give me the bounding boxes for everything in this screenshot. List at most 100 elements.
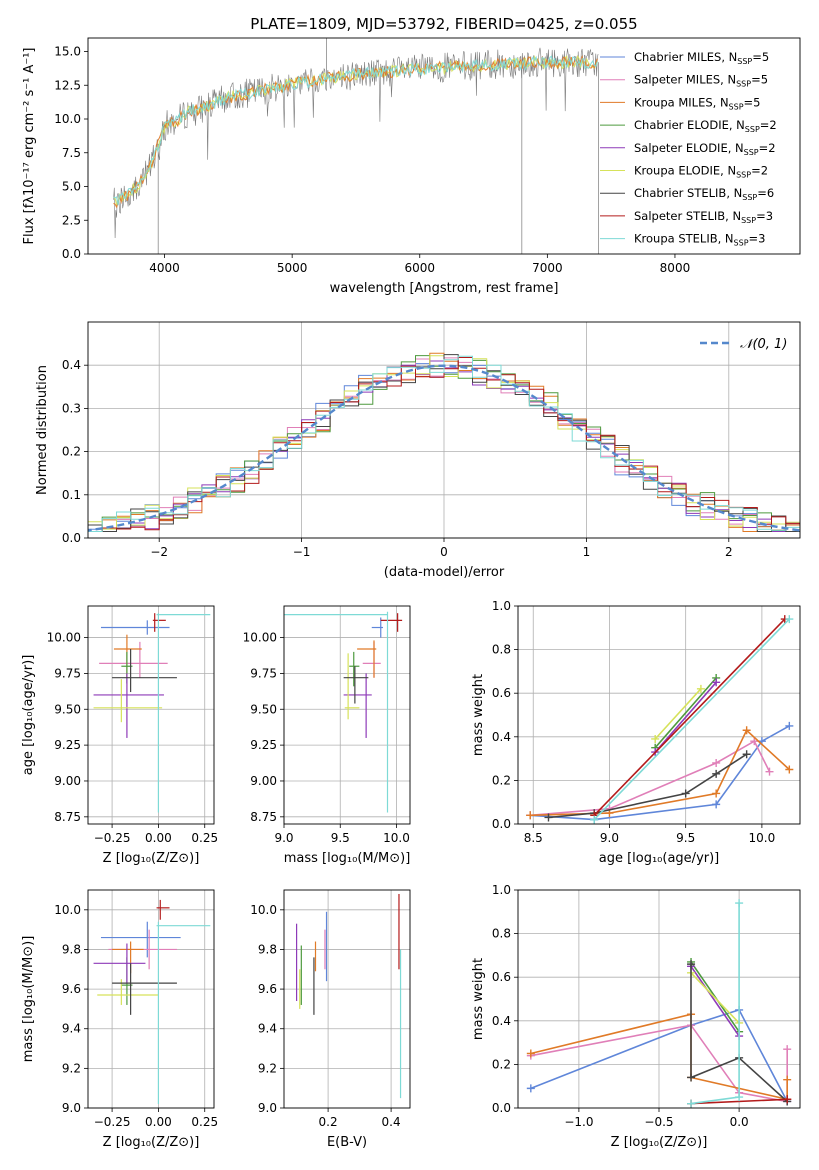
errorbar-chab_stelib: [112, 963, 177, 1015]
y-tick-label: 9.2: [258, 1061, 277, 1075]
y-tick-label: 9.6: [258, 982, 277, 996]
marker-chab_stelib: [742, 750, 751, 759]
errorbar-krou_stelib: [156, 613, 211, 813]
legend-sub: SSP: [745, 125, 760, 134]
y-tick-label: 10.0: [250, 903, 277, 917]
series-krou_elodie: [690, 972, 740, 1024]
errorbar-krou_miles: [113, 634, 142, 678]
x-tick-label: 0.00: [145, 831, 172, 845]
grid: [518, 605, 800, 825]
marker-krou_miles: [712, 789, 721, 798]
y-tick-label: 0.2: [492, 1057, 511, 1071]
plot-area: [526, 899, 792, 1108]
panel-age_vs_Z: −0.25 0.00 0.25 8.75 9.00 9.25 9.50 9.75 10.00 Z …: [21, 605, 218, 866]
y-tick-label: 9.50: [250, 702, 277, 716]
plot-area: [526, 615, 794, 824]
y-tick-label: 9.0: [62, 1101, 81, 1115]
y-tick-label: 8.75: [250, 810, 277, 824]
x-axis-label: Z [log₁₀(Z/Z⊙)]: [611, 1135, 708, 1150]
x-tick-label: 10.0: [749, 831, 776, 845]
y-tick-label: 0.4: [492, 730, 511, 744]
y-tick-label: 10.00: [47, 631, 81, 645]
series-chab_stelib: [690, 964, 788, 1103]
legend-label: Salpeter STELIB, NSSP=3: [634, 209, 773, 225]
errorbar-krou_stelib: [284, 611, 389, 813]
panel-mass_vs_Z: −0.25 0.00 0.25 9.0 9.2 9.4 9.6 9.8 10.0 Z [log₁₀…: [21, 889, 218, 1150]
legend-label: Salpeter ELODIE, NSSP=2: [634, 141, 776, 157]
errorbar-chab_miles: [100, 620, 170, 635]
y-axis-label: mass weight: [471, 674, 486, 756]
axes-frame: [517, 605, 801, 825]
legend-text: Chabrier STELIB, N: [634, 186, 742, 200]
legend-eq: =5: [744, 95, 761, 109]
y-tick-label: 9.75: [250, 666, 277, 680]
plot-area: [93, 899, 211, 1105]
marker-krou_miles: [526, 1049, 535, 1058]
model-krou_stelib: [113, 55, 598, 206]
x-tick-label: 9.0: [274, 831, 293, 845]
y-axis-label: mass [log₁₀(M/M⊙)]: [21, 936, 36, 1063]
legend-sub: SSP: [729, 102, 744, 111]
y-tick-label: 9.4: [258, 1022, 277, 1036]
y-tick-label: 9.50: [54, 702, 81, 716]
y-tick-label: 9.25: [250, 738, 277, 752]
errorbar-salp_miles: [362, 641, 381, 678]
x-axis-label: wavelength [Angstrom, rest frame]: [330, 281, 559, 296]
series-chab_miles: [530, 1008, 788, 1102]
y-tick-label: 9.8: [258, 942, 277, 956]
legend-label: Kroupa ELODIE, NSSP=2: [634, 164, 768, 180]
x-axis-label: Z [log₁₀(Z/Z⊙)]: [103, 1135, 200, 1150]
y-tick-label: 0.0: [492, 1101, 511, 1115]
legend-eq: =2: [760, 118, 777, 132]
y-tick-label: 8.75: [54, 810, 81, 824]
errorbar-krou_miles: [357, 640, 377, 678]
axes-frame: [87, 605, 215, 825]
x-tick-label: 0.25: [191, 1115, 218, 1129]
x-tick-label: 2: [725, 545, 733, 559]
legend-text: Kroupa STELIB, N: [634, 232, 734, 246]
legend-sub: SSP: [734, 239, 749, 248]
errorbar-salp_miles: [99, 641, 168, 678]
errorbar-salp_stelib: [152, 613, 166, 632]
legend-eq: =5: [752, 50, 769, 64]
x-tick-label: 9.5: [331, 831, 350, 845]
series-salp_elodie: [654, 681, 717, 753]
legend-label: Chabrier ELODIE, NSSP=2: [634, 118, 777, 134]
series-chab_elodie: [654, 677, 717, 749]
marker-krou_stelib: [785, 615, 794, 624]
normal-curve: [88, 364, 800, 532]
marker-krou_stelib: [735, 899, 744, 908]
x-tick-label: 0: [440, 545, 448, 559]
errorbar-krou_stelib: [156, 921, 211, 1105]
marker-salp_elodie: [712, 678, 721, 687]
x-tick-label: 8.5: [524, 831, 543, 845]
x-tick-label: 7000: [532, 261, 563, 275]
x-tick-label: 0.00: [145, 1115, 172, 1129]
errorbar-krou_elodie: [344, 653, 360, 720]
errorbar-salp_stelib: [380, 613, 403, 632]
y-tick-label: 0.3: [62, 401, 81, 415]
marker-chab_miles: [526, 1084, 535, 1093]
marker-krou_miles: [526, 811, 535, 820]
x-tick-label: 9.5: [676, 831, 695, 845]
y-tick-label: 9.25: [54, 738, 81, 752]
legend-text: Salpeter STELIB, N: [634, 209, 741, 223]
y-axis-label: age [log₁₀(age/yr)]: [21, 655, 36, 776]
y-tick-label: 1.0: [492, 599, 511, 613]
legend-eq: =2: [751, 164, 768, 178]
marker-krou_stelib: [735, 1093, 744, 1102]
legend-text: Chabrier MILES, N: [634, 50, 737, 64]
panel-weight_vs_age: 8.5 9.0 9.5 10.0 0.0 0.2 0.4 0.6 0.8 1.0 age [log₁…: [471, 599, 801, 866]
y-tick-label: 15.0: [54, 45, 81, 59]
y-tick-label: 0.2: [492, 773, 511, 787]
marker-krou_miles: [785, 765, 794, 774]
y-tick-label: 0.0: [62, 531, 81, 545]
panel-age_vs_mass: 9.0 9.5 10.0 8.75 9.00 9.25 9.50 9.75 10.00 mass …: [243, 605, 411, 866]
plot-area: [113, 38, 599, 254]
series-salp_elodie: [690, 965, 740, 1037]
marker-salp_miles: [783, 1045, 792, 1054]
legend-sub: SSP: [736, 80, 751, 89]
marker-krou_elodie: [696, 684, 705, 693]
x-tick-label: −1.0: [564, 1115, 593, 1129]
